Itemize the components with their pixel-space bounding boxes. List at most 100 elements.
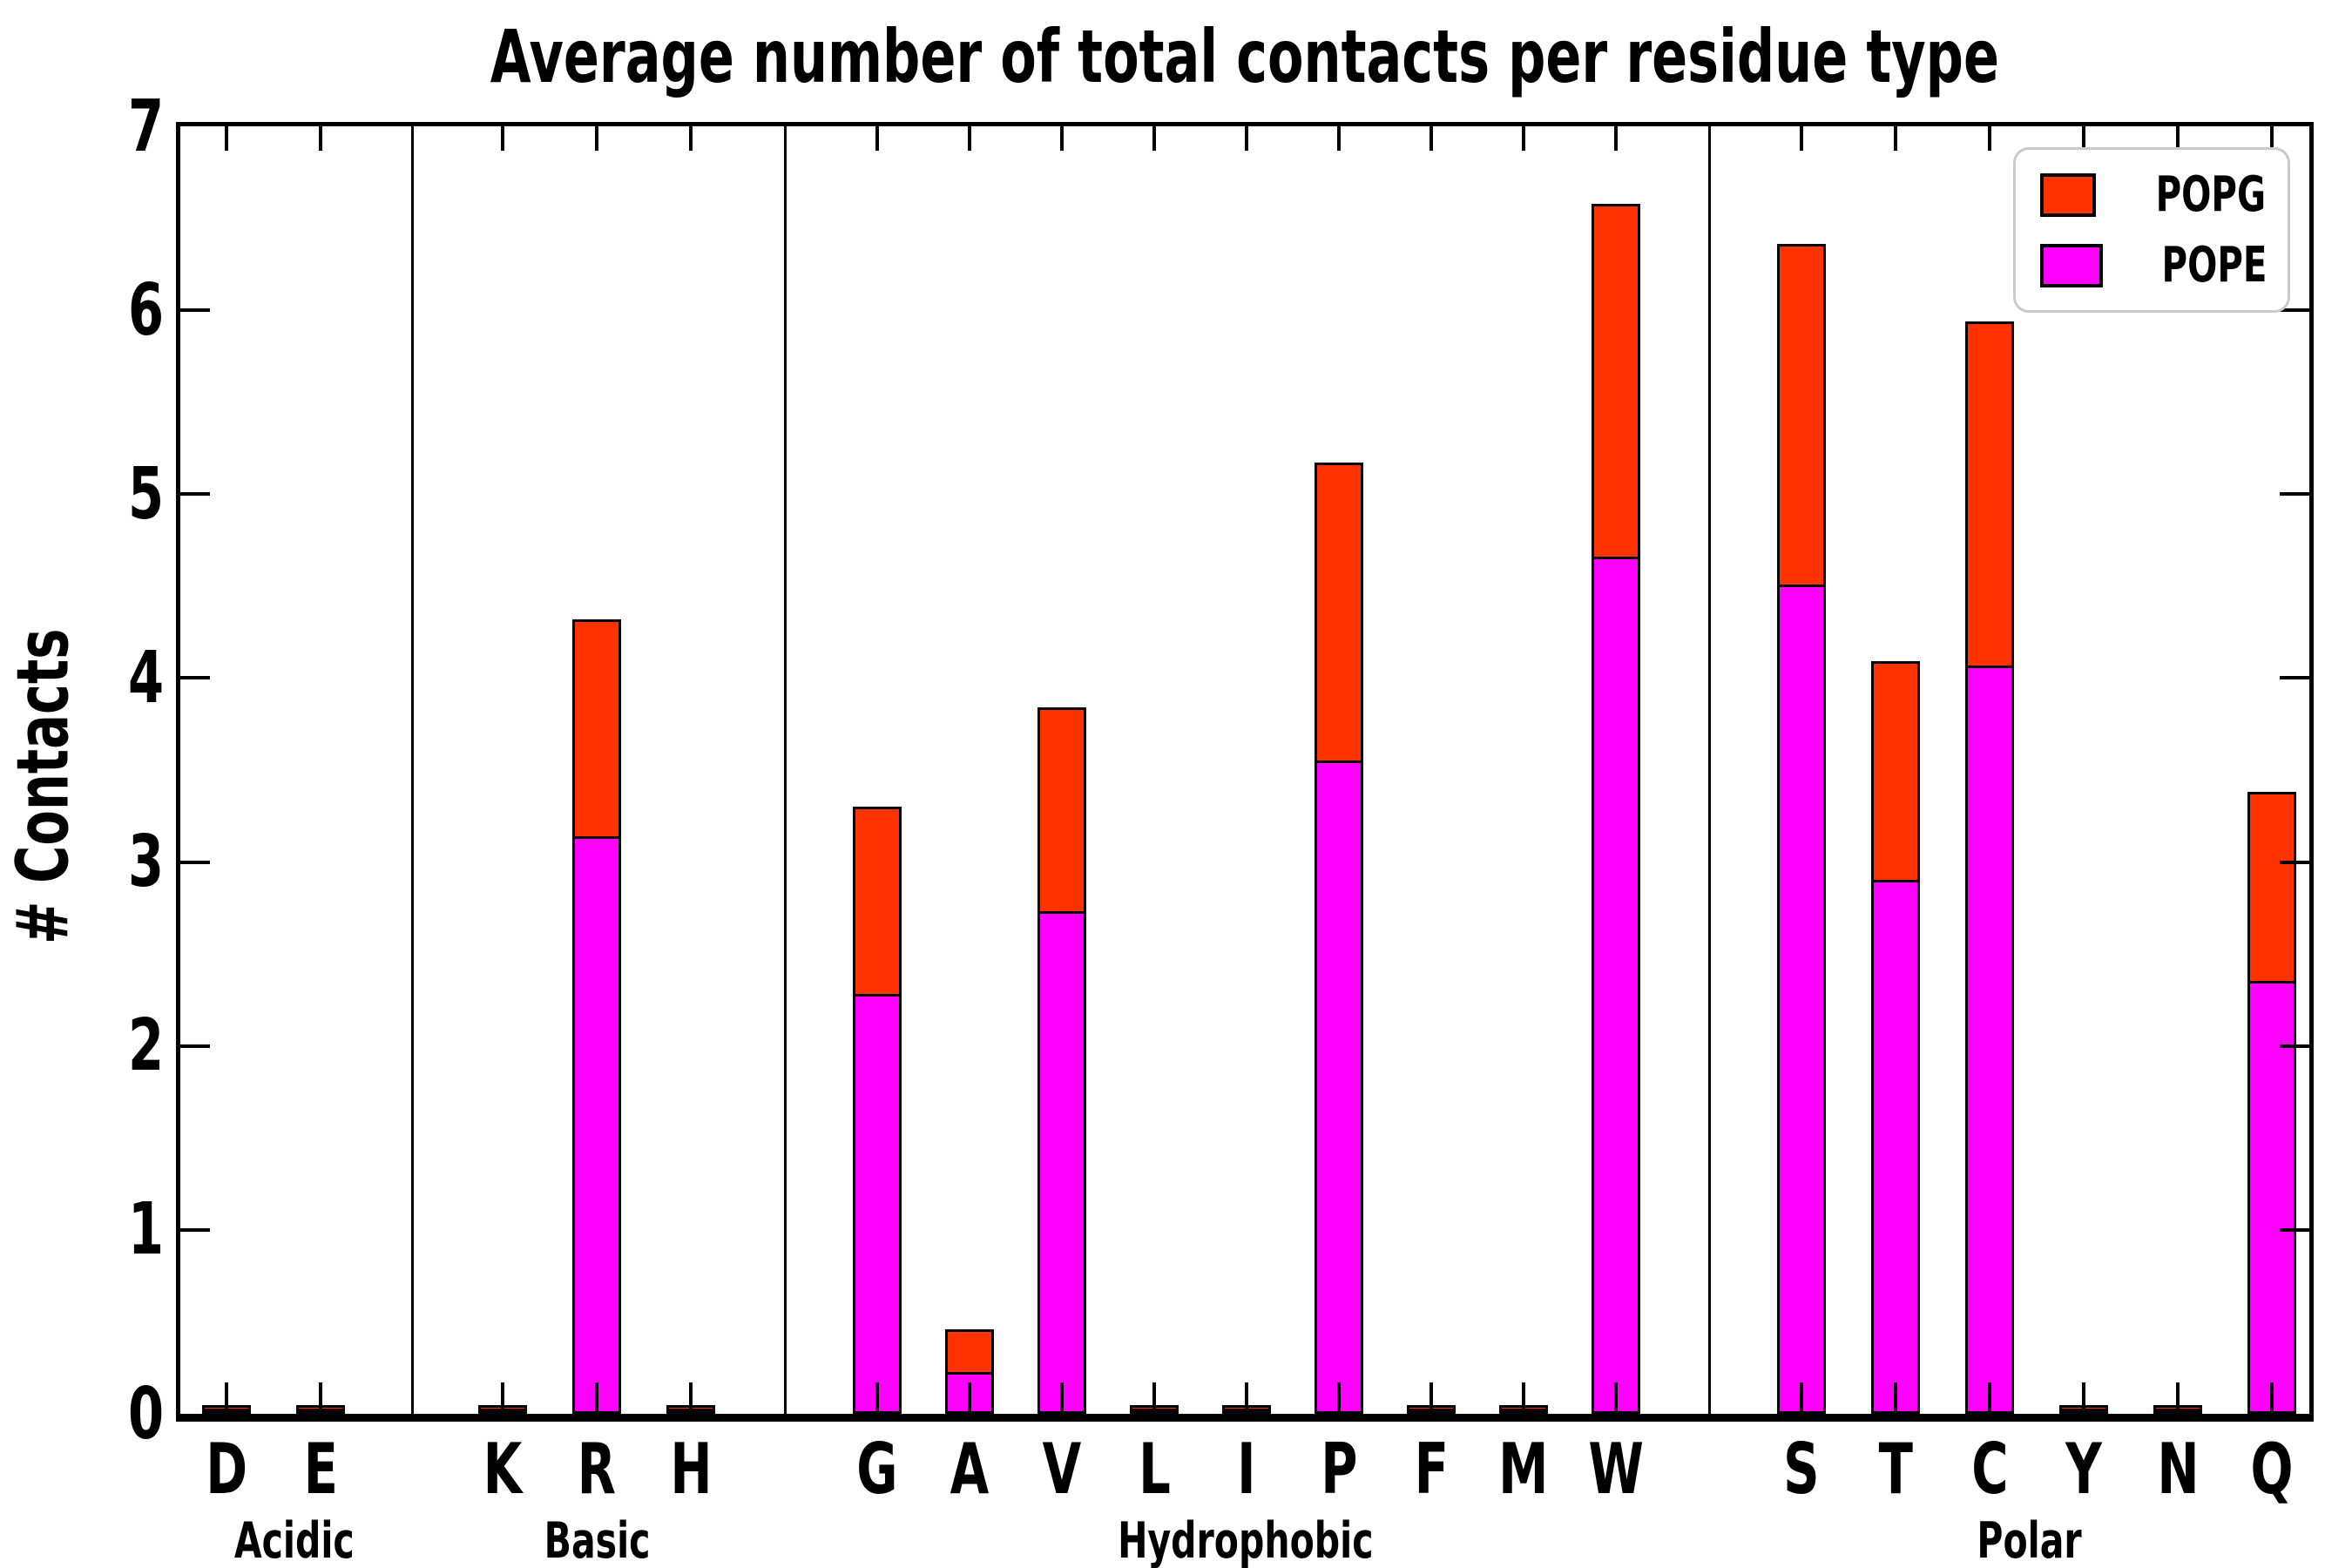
x-category-label-text: W <box>1588 1429 1644 1510</box>
x-category-label-text: E <box>303 1429 338 1510</box>
y-tick <box>2280 676 2309 680</box>
group-label-basic: Basic <box>371 1512 824 1568</box>
legend-label-pope: POPE <box>2161 237 2268 294</box>
y-tick-label-text: 1 <box>127 1188 164 1272</box>
x-category-label: E <box>255 1429 386 1510</box>
x-tick <box>689 1382 693 1414</box>
bar-S-popg-segment <box>1780 247 1823 587</box>
bar-P-popg-segment <box>1317 465 1361 763</box>
bar-V-popg-segment <box>1040 710 1084 914</box>
y-tick-label-text: 4 <box>127 636 164 720</box>
x-category-label: L <box>1089 1429 1220 1510</box>
x-category-label-text: K <box>483 1429 523 1510</box>
y-tick <box>180 492 210 497</box>
x-category-label: W <box>1551 1429 1681 1510</box>
bar-C <box>1965 321 2014 1414</box>
x-tick <box>689 126 693 151</box>
y-tick-label: 2 <box>0 1004 164 1088</box>
x-category-label: M <box>1458 1429 1589 1510</box>
x-category-label: K <box>437 1429 568 1510</box>
x-tick <box>2082 1382 2085 1414</box>
x-tick <box>1522 126 1525 151</box>
x-tick <box>1060 1382 1064 1414</box>
x-category-label: A <box>904 1429 1035 1510</box>
x-category-label-text: F <box>1414 1429 1449 1510</box>
y-tick-label: 1 <box>0 1188 164 1272</box>
x-category-label-text: C <box>1970 1429 2009 1510</box>
x-tick <box>225 126 228 151</box>
x-category-label: D <box>161 1429 292 1510</box>
x-category-label-text: G <box>856 1429 898 1510</box>
y-tick-label: 7 <box>0 84 164 168</box>
x-tick <box>968 1382 971 1414</box>
group-label-polar: Polar <box>1803 1512 2256 1568</box>
y-tick <box>2280 1227 2309 1232</box>
x-category-label-text: L <box>1138 1429 1171 1510</box>
y-tick-label-text: 6 <box>127 268 164 352</box>
group-divider <box>1708 126 1711 1414</box>
x-tick <box>1522 1382 1525 1414</box>
x-tick <box>1429 1382 1433 1414</box>
group-divider <box>784 126 787 1414</box>
bar-V <box>1037 707 1086 1414</box>
x-category-label-text: A <box>950 1429 990 1510</box>
y-tick-label-text: 7 <box>127 84 164 168</box>
chart-title-text: Average number of total contacts per res… <box>490 14 2000 99</box>
x-category-label: C <box>1924 1429 2055 1510</box>
x-category-label-text: R <box>577 1429 617 1510</box>
x-tick <box>1152 126 1156 151</box>
y-tick <box>180 1227 210 1232</box>
y-tick <box>2280 1044 2309 1048</box>
bar-R <box>572 619 621 1414</box>
x-category-label-text: N <box>2156 1429 2200 1510</box>
bar-P <box>1315 463 1363 1414</box>
x-category-label: T <box>1830 1429 1961 1510</box>
legend-item-popg: POPG <box>2040 166 2288 223</box>
y-tick <box>2280 308 2309 313</box>
group-label-hydrophobic: Hydrophobic <box>1019 1512 1472 1568</box>
x-tick <box>1245 126 1248 151</box>
group-label-text: Hydrophobic <box>1118 1512 1374 1568</box>
y-tick-label: 3 <box>0 821 164 904</box>
x-tick <box>875 1382 879 1414</box>
y-tick <box>180 308 210 313</box>
x-category-label: H <box>625 1429 756 1510</box>
x-tick <box>1060 126 1064 151</box>
x-category-label: P <box>1274 1429 1404 1510</box>
y-tick-label-text: 5 <box>127 452 164 536</box>
y-tick-label-text: 3 <box>127 821 164 904</box>
group-label-text: Acidic <box>234 1512 355 1568</box>
bar-A-popg-segment <box>948 1332 991 1375</box>
group-label-text: Basic <box>544 1512 651 1568</box>
legend-swatch-popg <box>2040 172 2097 217</box>
x-tick <box>1337 1382 1341 1414</box>
x-tick <box>1614 1382 1618 1414</box>
x-category-label-text: H <box>669 1429 713 1510</box>
x-category-label-text: V <box>1042 1429 1082 1510</box>
x-tick <box>2082 126 2085 151</box>
x-category-label: S <box>1736 1429 1867 1510</box>
x-tick <box>1337 126 1341 151</box>
y-tick-label-text: 2 <box>127 1004 164 1088</box>
y-tick <box>2280 492 2309 497</box>
x-category-label-text: T <box>1878 1429 1913 1510</box>
bar-G <box>853 807 902 1414</box>
y-tick-label: 6 <box>0 268 164 352</box>
legend-item-pope: POPE <box>2040 237 2288 294</box>
plot-area: POPG POPE <box>176 122 2314 1422</box>
y-tick-label: 0 <box>0 1373 164 1456</box>
bar-T <box>1871 661 1920 1414</box>
group-label-acidic: Acidic <box>68 1512 521 1568</box>
group-label-text: Polar <box>1977 1512 2083 1568</box>
bar-G-popg-segment <box>855 809 899 997</box>
x-tick <box>501 126 504 151</box>
x-tick <box>1152 1382 1156 1414</box>
x-tick <box>595 126 598 151</box>
x-category-label-text: M <box>1498 1429 1549 1510</box>
bar-W-popg-segment <box>1594 206 1638 559</box>
x-tick <box>319 1382 322 1414</box>
y-tick <box>180 860 210 864</box>
y-tick <box>180 676 210 680</box>
x-tick <box>2270 1382 2274 1414</box>
